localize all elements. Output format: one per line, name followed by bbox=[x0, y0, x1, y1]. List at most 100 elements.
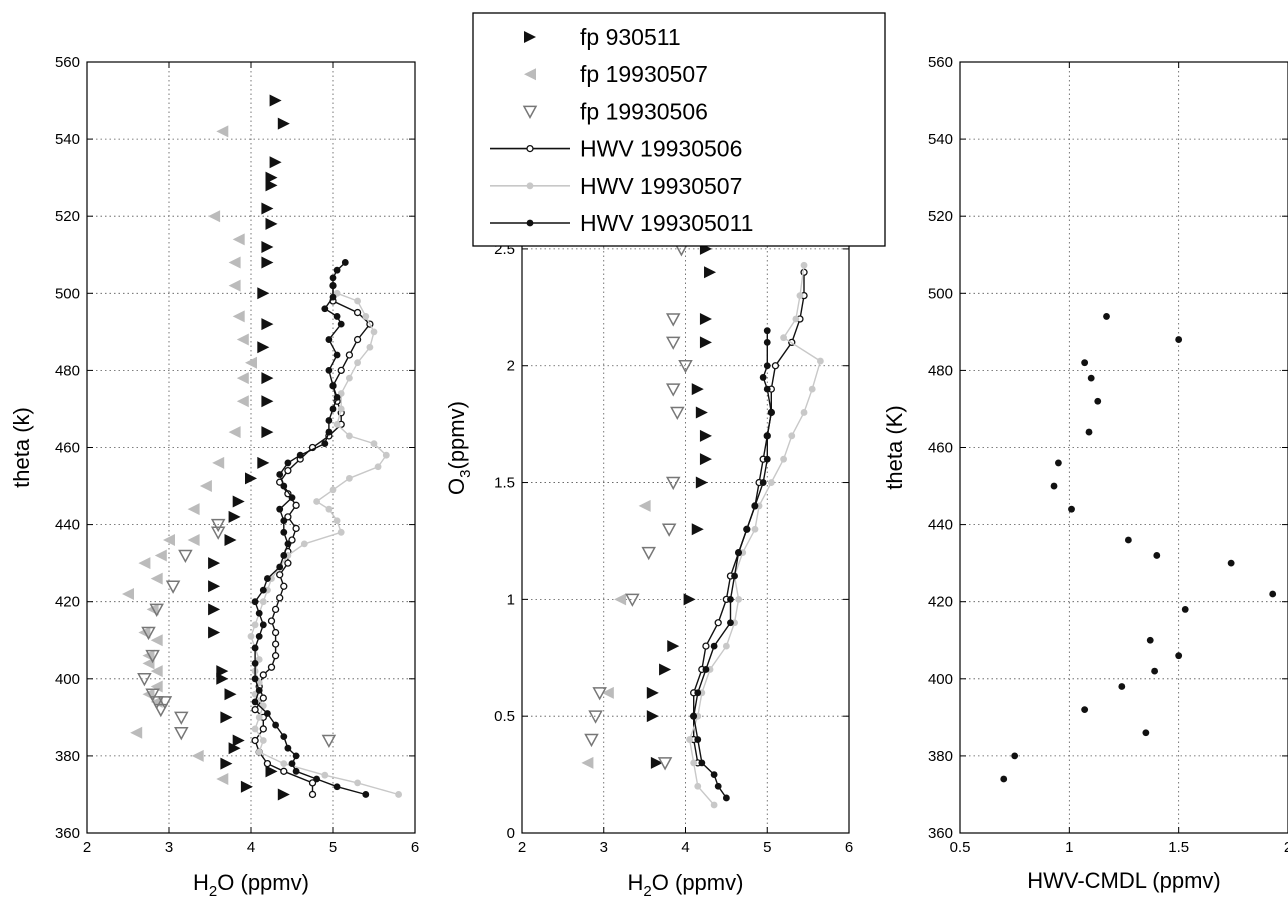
x-axis-label-base: H bbox=[628, 870, 644, 895]
data-point bbox=[261, 241, 274, 254]
series-0 bbox=[1000, 313, 1277, 783]
data-point bbox=[731, 572, 738, 580]
data-point bbox=[767, 409, 775, 416]
data-point bbox=[137, 673, 152, 687]
data-point bbox=[686, 736, 693, 743]
data-point bbox=[370, 328, 378, 336]
y-tick-label: 500 bbox=[55, 285, 80, 302]
data-point bbox=[265, 765, 278, 778]
data-point bbox=[208, 557, 221, 570]
data-point bbox=[808, 385, 816, 393]
data-point bbox=[366, 343, 374, 351]
data-point bbox=[592, 687, 607, 701]
data-point bbox=[228, 510, 241, 523]
data-point bbox=[145, 688, 160, 702]
data-point bbox=[333, 313, 341, 320]
data-point bbox=[255, 609, 263, 617]
legend-label: HWV 19930506 bbox=[580, 136, 742, 162]
data-point bbox=[251, 736, 259, 745]
data-point bbox=[280, 760, 288, 768]
series-5 bbox=[251, 259, 370, 798]
data-point bbox=[346, 432, 353, 440]
data-point bbox=[665, 476, 681, 491]
data-point bbox=[228, 256, 241, 269]
data-point bbox=[710, 771, 718, 778]
data-point bbox=[1055, 459, 1062, 467]
data-point bbox=[614, 593, 627, 606]
data-point bbox=[763, 362, 771, 370]
data-point bbox=[1085, 428, 1093, 436]
data-point bbox=[284, 559, 292, 567]
data-point bbox=[780, 334, 787, 342]
data-point bbox=[271, 652, 280, 660]
y-tick-label: 380 bbox=[928, 748, 953, 765]
data-point bbox=[702, 666, 710, 673]
y-tick-label: 420 bbox=[928, 594, 953, 611]
data-point bbox=[174, 711, 189, 725]
data-point bbox=[208, 626, 221, 639]
data-point bbox=[374, 463, 382, 471]
data-point bbox=[1094, 397, 1102, 405]
panel-theta-vs-hwv-cmdl: 0.5 1 1.5 2 360 380 400 420 440 460 480 500 520 540 56… bbox=[882, 54, 1288, 893]
data-point bbox=[284, 540, 292, 548]
data-point bbox=[1142, 729, 1150, 737]
y-tick-label: 400 bbox=[928, 671, 953, 688]
data-point bbox=[292, 501, 300, 509]
data-point bbox=[646, 686, 659, 699]
data-point bbox=[150, 680, 163, 693]
data-point bbox=[272, 721, 279, 729]
data-point bbox=[255, 632, 263, 640]
data-point bbox=[735, 595, 743, 603]
data-point bbox=[710, 801, 718, 809]
legend-entry: fp 19930506 bbox=[522, 98, 708, 124]
data-point bbox=[699, 336, 712, 349]
data-point bbox=[763, 432, 771, 440]
data-point bbox=[1050, 482, 1058, 490]
data-point bbox=[251, 644, 259, 652]
x-axis-label-rest: O (ppmv) bbox=[217, 870, 309, 895]
data-point bbox=[800, 261, 808, 269]
data-point bbox=[694, 736, 702, 743]
data-point bbox=[1081, 706, 1089, 714]
data-point bbox=[245, 472, 257, 485]
data-point bbox=[199, 480, 212, 493]
data-point bbox=[659, 663, 672, 676]
data-point bbox=[251, 698, 259, 706]
data-point bbox=[722, 642, 730, 650]
x-tick-label: 6 bbox=[411, 839, 419, 856]
data-point bbox=[212, 456, 225, 469]
data-point bbox=[257, 341, 270, 354]
x-axis-label: H2O (ppmv) bbox=[628, 870, 744, 897]
data-point bbox=[665, 336, 681, 350]
data-point bbox=[261, 202, 274, 215]
panel-theta-vs-h2o: 2 3 4 5 6360380400420440460480500520540560H2… bbox=[9, 54, 419, 897]
data-point bbox=[165, 580, 181, 594]
series-0 bbox=[208, 94, 290, 801]
y-tick-label: 1.5 bbox=[494, 475, 515, 492]
data-point bbox=[329, 274, 337, 282]
data-point bbox=[255, 713, 263, 721]
data-point bbox=[210, 518, 226, 533]
x-axis-label: H2O (ppmv) bbox=[193, 870, 309, 897]
data-point bbox=[1087, 374, 1095, 382]
x-axis-label-sub: 2 bbox=[643, 883, 651, 897]
data-point bbox=[650, 756, 663, 769]
x-tick-label: 3 bbox=[165, 839, 173, 856]
data-point bbox=[714, 782, 722, 790]
data-point bbox=[265, 179, 278, 192]
data-point bbox=[228, 279, 241, 292]
data-point bbox=[1103, 313, 1110, 320]
data-point bbox=[265, 171, 278, 184]
data-point bbox=[699, 313, 712, 325]
y-axis-label: theta (K) bbox=[882, 405, 907, 489]
data-point bbox=[187, 534, 200, 547]
x-axis-label: HWV-CMDL (ppmv) bbox=[1027, 868, 1221, 893]
y-axis-label-sub: 3 bbox=[457, 469, 474, 477]
legend-entry: HWV 199305011 bbox=[490, 210, 753, 236]
data-point bbox=[259, 671, 267, 679]
data-point bbox=[329, 486, 337, 494]
y-tick-label: 560 bbox=[928, 54, 953, 71]
data-point bbox=[313, 498, 320, 505]
data-point bbox=[178, 549, 193, 564]
data-point bbox=[276, 505, 284, 513]
